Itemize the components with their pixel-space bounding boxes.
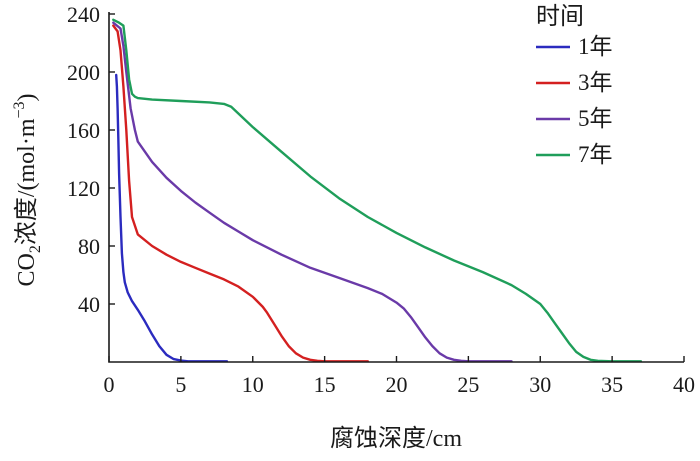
y-tick-label: 240 xyxy=(67,2,100,27)
y-axis-title-superscript: −3 xyxy=(11,101,28,118)
y-axis-title: CO2浓度/(mol·m−3) xyxy=(11,93,44,286)
x-tick-label: 25 xyxy=(457,372,479,397)
y-axis-title-subscript: 2 xyxy=(27,245,44,253)
series-layer xyxy=(112,18,643,363)
x-axis-ticks: 0 5 10 15 20 25 30 35 40 xyxy=(104,356,695,397)
y-axis-title-main: 浓度/(mol·m xyxy=(13,118,40,245)
legend-label: 1年 xyxy=(578,34,613,59)
y-tick-label: 120 xyxy=(67,176,100,201)
y-axis-ticks: 40 80 120 160 200 240 xyxy=(67,2,115,317)
x-tick-label: 30 xyxy=(529,372,551,397)
legend-label: 3年 xyxy=(578,70,613,95)
x-tick-label: 35 xyxy=(601,372,623,397)
axis-frame xyxy=(108,12,684,363)
y-axis-title-suffix: ) xyxy=(14,93,40,101)
legend-title: 时间 xyxy=(536,3,584,30)
series-line-4 xyxy=(112,18,643,363)
y-tick-label: 40 xyxy=(78,292,100,317)
y-tick-label: 200 xyxy=(67,60,100,85)
legend-label: 5年 xyxy=(578,106,613,131)
series-line-2 xyxy=(112,24,369,363)
legend-items: 1年 3年 5年 7年 xyxy=(536,34,613,167)
plot-area xyxy=(108,12,684,363)
series-line-1 xyxy=(115,73,229,363)
x-tick-label: 10 xyxy=(242,372,264,397)
y-tick-label: 160 xyxy=(67,118,100,143)
x-tick-label: 20 xyxy=(386,372,408,397)
y-axis-title-prefix: CO xyxy=(14,253,40,286)
legend-label: 7年 xyxy=(578,142,613,167)
x-axis-title: 腐蚀深度/cm xyxy=(330,425,462,452)
series-line-3 xyxy=(112,21,513,363)
x-tick-label: 40 xyxy=(673,372,695,397)
x-tick-label: 15 xyxy=(314,372,336,397)
y-tick-label: 80 xyxy=(78,234,100,259)
legend: 时间 1年 3年 5年 7年 xyxy=(536,3,613,167)
x-tick-label: 0 xyxy=(104,372,115,397)
x-tick-label: 5 xyxy=(175,372,186,397)
